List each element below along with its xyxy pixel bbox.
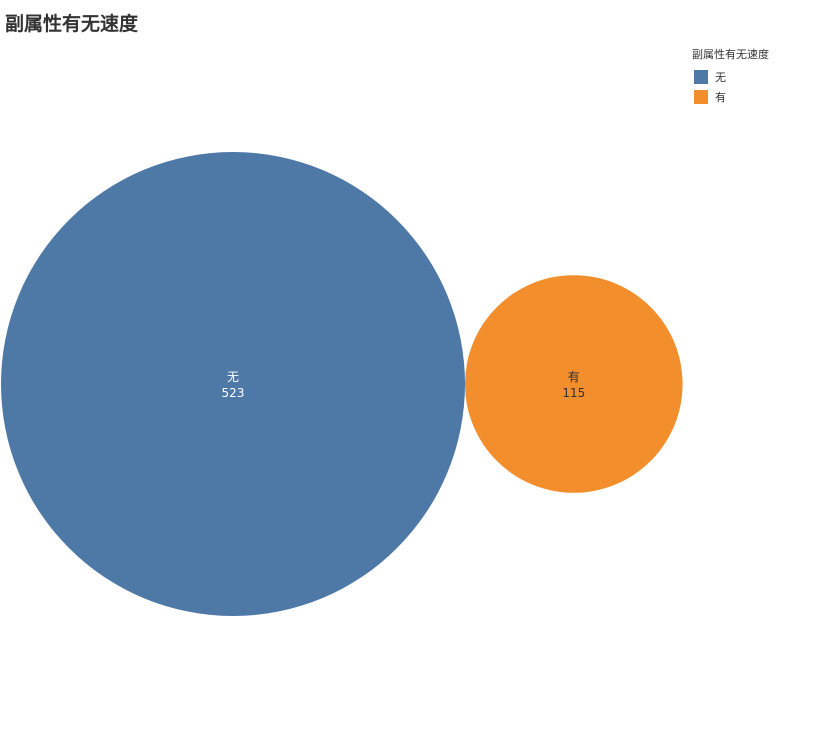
bubble-category-label-0: 无 [227, 370, 239, 384]
bubbles-group: 无 523 有 115 [1, 152, 683, 616]
legend: 副属性有无速度 无 有 [692, 46, 822, 107]
bubble-value-label-1: 115 [562, 386, 585, 400]
legend-label-0: 无 [715, 71, 726, 84]
legend-item-0[interactable]: 无 [692, 67, 822, 87]
bubble-1[interactable] [464, 275, 683, 493]
bubble-category-label-1: 有 [568, 370, 580, 384]
legend-label-1: 有 [715, 91, 726, 104]
bubble-value-label-0: 523 [222, 386, 245, 400]
legend-item-1[interactable]: 有 [692, 87, 822, 107]
bubble-0[interactable] [1, 152, 465, 616]
legend-title: 副属性有无速度 [692, 48, 769, 61]
legend-swatch-1 [694, 90, 708, 104]
chart-title: 副属性有无速度 [5, 13, 139, 35]
legend-swatch-0 [694, 70, 708, 84]
